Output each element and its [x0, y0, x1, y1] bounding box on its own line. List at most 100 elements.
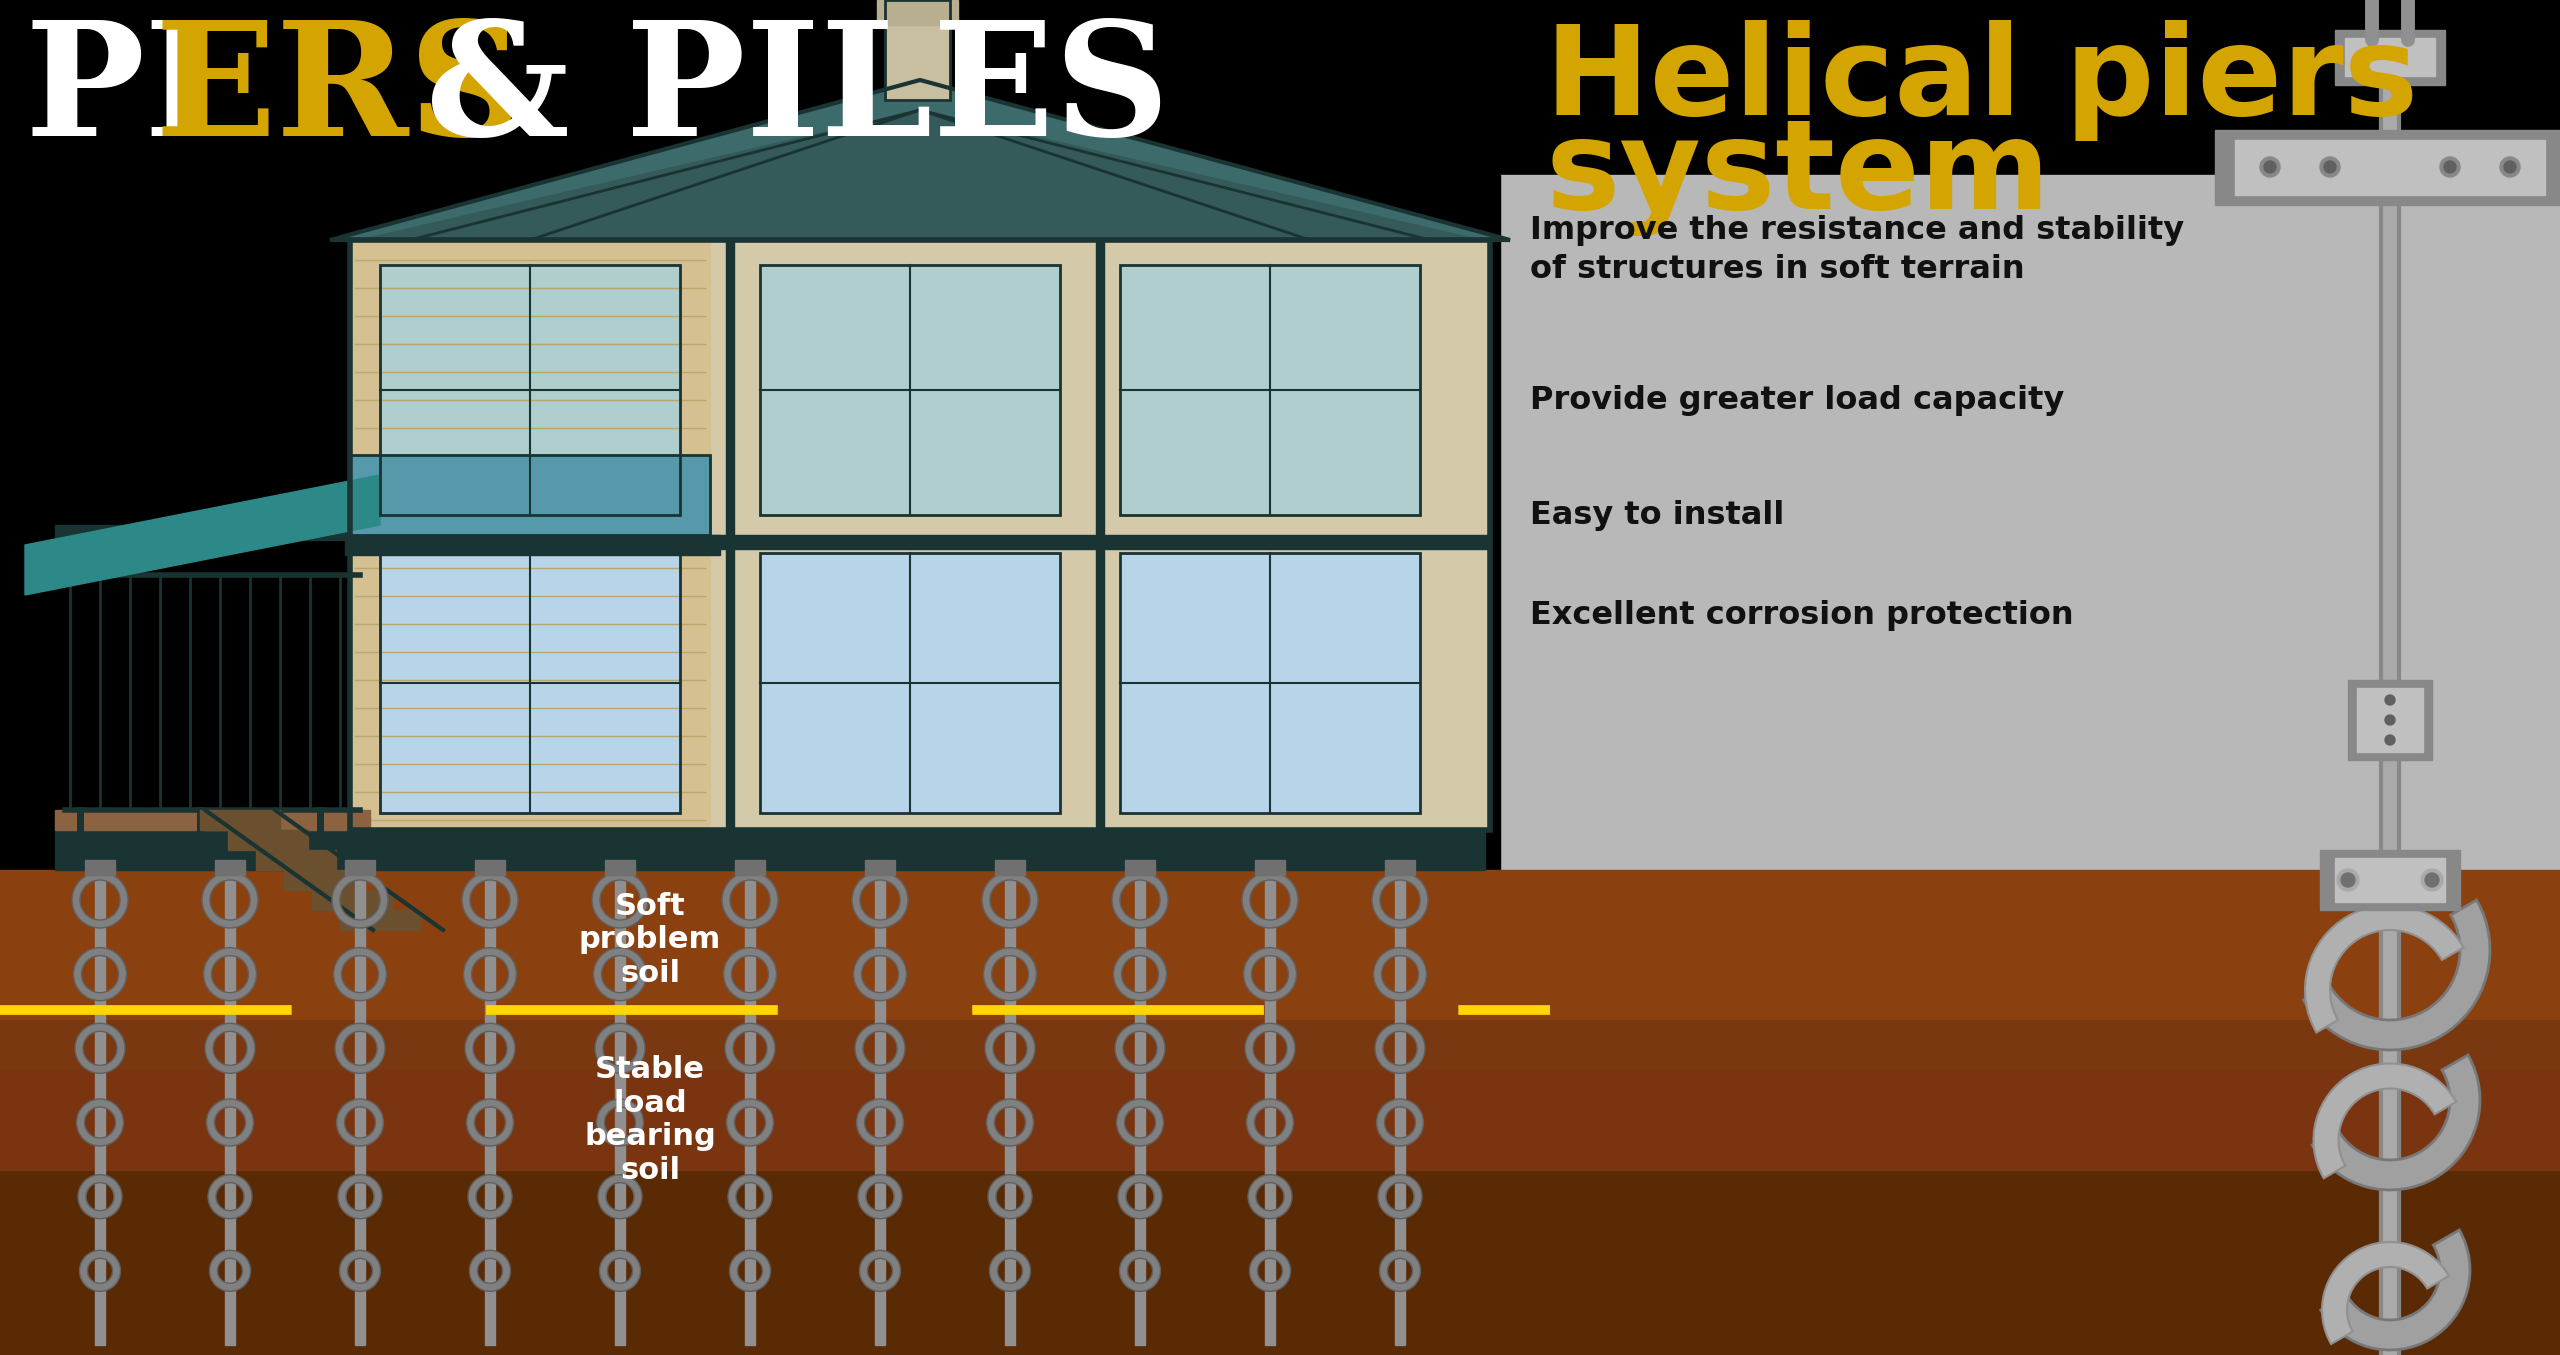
Text: Easy to install: Easy to install: [1531, 500, 1784, 531]
Bar: [1385, 860, 1416, 875]
Bar: [284, 870, 364, 890]
Wedge shape: [2304, 900, 2491, 1050]
Wedge shape: [722, 873, 778, 928]
Wedge shape: [1244, 947, 1295, 1000]
Bar: [351, 240, 1490, 831]
Wedge shape: [1372, 873, 1428, 928]
Bar: [878, 0, 957, 24]
Bar: [312, 890, 392, 911]
Text: Soft
problem
soil: Soft problem soil: [579, 892, 722, 988]
Wedge shape: [463, 947, 517, 1000]
Wedge shape: [74, 947, 125, 1000]
Wedge shape: [1116, 1099, 1162, 1146]
Bar: [215, 860, 246, 875]
Text: Provide greater load capacity: Provide greater load capacity: [1531, 385, 2063, 416]
Bar: [2335, 30, 2445, 85]
Wedge shape: [727, 1175, 773, 1218]
Circle shape: [2445, 161, 2455, 173]
Bar: [1096, 240, 1103, 831]
Text: Helical piers: Helical piers: [1546, 20, 2419, 141]
Wedge shape: [79, 1251, 120, 1291]
Bar: [2319, 850, 2460, 911]
Bar: [2335, 858, 2445, 902]
Wedge shape: [468, 1251, 509, 1291]
Bar: [351, 455, 709, 535]
Bar: [54, 831, 1485, 870]
Bar: [1254, 860, 1285, 875]
Bar: [2348, 680, 2432, 760]
Text: PI: PI: [26, 15, 220, 169]
Polygon shape: [26, 476, 379, 595]
Bar: [256, 850, 335, 870]
Wedge shape: [466, 1023, 515, 1073]
Wedge shape: [468, 1175, 512, 1218]
Bar: [351, 240, 1490, 831]
Bar: [876, 870, 886, 1346]
Text: ERS: ERS: [156, 15, 525, 169]
Bar: [865, 860, 896, 875]
Wedge shape: [730, 1251, 771, 1291]
Wedge shape: [77, 1099, 123, 1146]
Circle shape: [2263, 161, 2276, 173]
Wedge shape: [724, 1023, 776, 1073]
Wedge shape: [210, 1251, 251, 1291]
Bar: [1124, 860, 1155, 875]
Bar: [0, 175, 1500, 870]
Circle shape: [2319, 157, 2340, 178]
Wedge shape: [2322, 1243, 2450, 1344]
Wedge shape: [205, 1023, 256, 1073]
Wedge shape: [72, 873, 128, 928]
Wedge shape: [1249, 1251, 1290, 1291]
Polygon shape: [361, 110, 1480, 240]
Bar: [54, 524, 371, 541]
Bar: [476, 860, 504, 875]
Wedge shape: [333, 873, 389, 928]
Wedge shape: [594, 947, 648, 1000]
Wedge shape: [207, 1175, 251, 1218]
Circle shape: [2504, 161, 2516, 173]
Polygon shape: [330, 80, 1510, 240]
Bar: [886, 0, 950, 100]
Circle shape: [2386, 715, 2396, 725]
Wedge shape: [1114, 947, 1167, 1000]
Bar: [200, 810, 279, 831]
Bar: [95, 870, 105, 1346]
Bar: [484, 870, 494, 1346]
Wedge shape: [596, 1099, 643, 1146]
Bar: [1121, 266, 1421, 515]
Circle shape: [2424, 873, 2440, 888]
Circle shape: [2501, 157, 2519, 178]
Wedge shape: [983, 873, 1037, 928]
Wedge shape: [724, 947, 776, 1000]
Wedge shape: [333, 947, 387, 1000]
Bar: [1134, 870, 1144, 1346]
Wedge shape: [202, 947, 256, 1000]
Wedge shape: [2322, 1230, 2470, 1350]
Wedge shape: [986, 1099, 1034, 1146]
Wedge shape: [986, 1023, 1034, 1073]
Wedge shape: [340, 1251, 381, 1291]
Circle shape: [2440, 157, 2460, 178]
Bar: [340, 911, 420, 930]
Bar: [379, 553, 681, 813]
Bar: [2358, 688, 2422, 752]
Wedge shape: [1375, 947, 1426, 1000]
Wedge shape: [1375, 1023, 1426, 1073]
Circle shape: [2386, 695, 2396, 705]
Bar: [604, 860, 635, 875]
Text: Stable
load
bearing
soil: Stable load bearing soil: [584, 1056, 717, 1184]
Bar: [351, 455, 709, 535]
Wedge shape: [2312, 1056, 2481, 1190]
Bar: [379, 266, 681, 515]
Text: Excellent corrosion protection: Excellent corrosion protection: [1531, 600, 2074, 631]
Bar: [760, 266, 1060, 515]
Bar: [745, 870, 755, 1346]
Wedge shape: [338, 1175, 381, 1218]
Bar: [1121, 553, 1421, 813]
Circle shape: [2422, 869, 2442, 892]
Text: system: system: [1546, 115, 2051, 236]
Wedge shape: [594, 1023, 645, 1073]
Wedge shape: [1116, 1023, 1165, 1073]
Wedge shape: [852, 873, 909, 928]
Circle shape: [2324, 161, 2337, 173]
